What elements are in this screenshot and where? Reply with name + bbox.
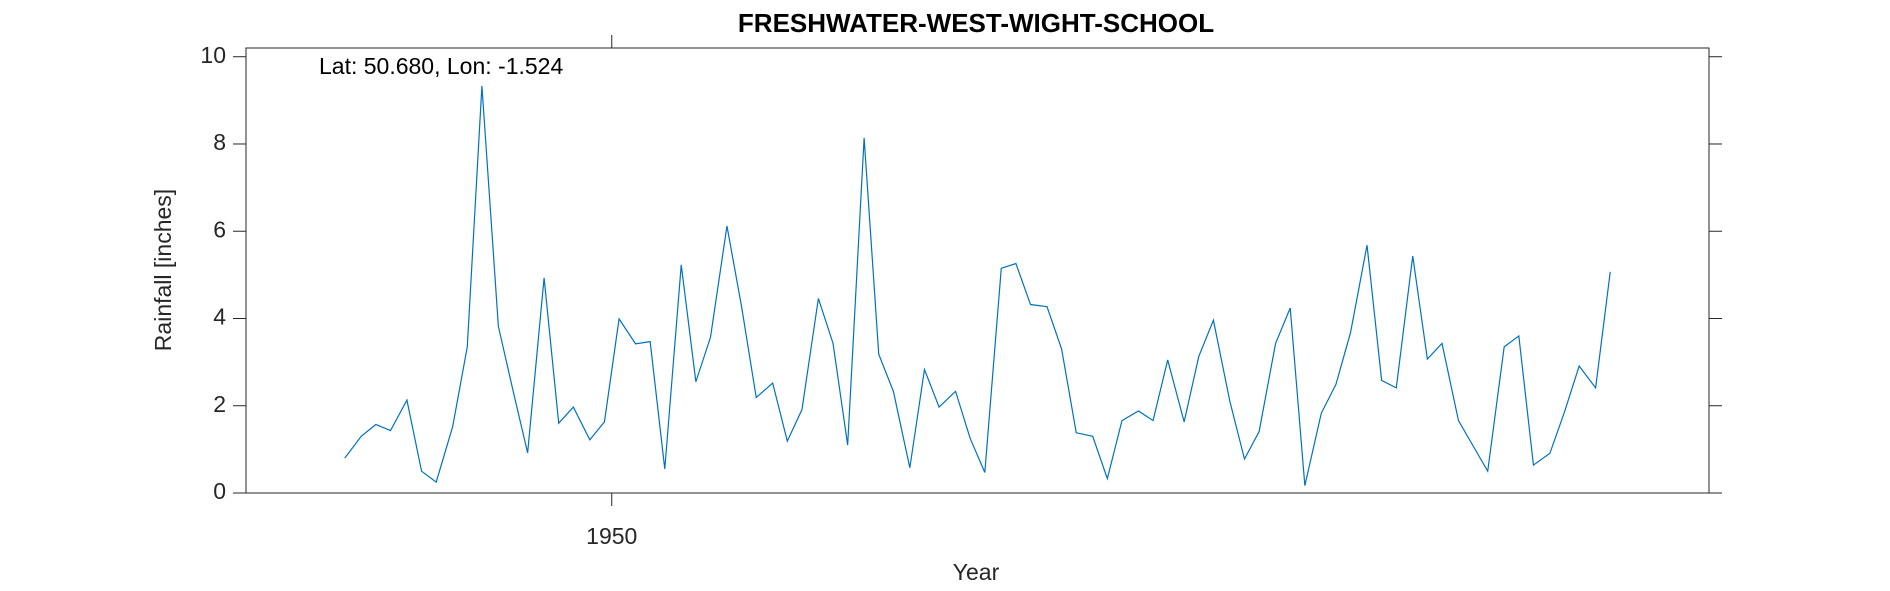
plot-frame — [245, 47, 1710, 494]
y-tick-label: 6 — [213, 216, 226, 242]
y-tick-label: 8 — [213, 129, 226, 155]
y-tick-label: 10 — [200, 42, 226, 68]
x-tick-label: 1950 — [586, 523, 637, 549]
y-tick-label: 0 — [213, 478, 226, 504]
data-line — [344, 85, 1611, 486]
x-axis-label: Year — [953, 559, 1000, 585]
y-tick-label: 2 — [213, 391, 226, 417]
y-tick-label: 4 — [213, 304, 226, 330]
annotation: Lat: 50.680, Lon: -1.524 — [319, 53, 563, 79]
y-axis-label: Rainfall [inches] — [150, 189, 176, 351]
chart-title: FRESHWATER-WEST-WIGHT-SCHOOL — [738, 8, 1214, 38]
